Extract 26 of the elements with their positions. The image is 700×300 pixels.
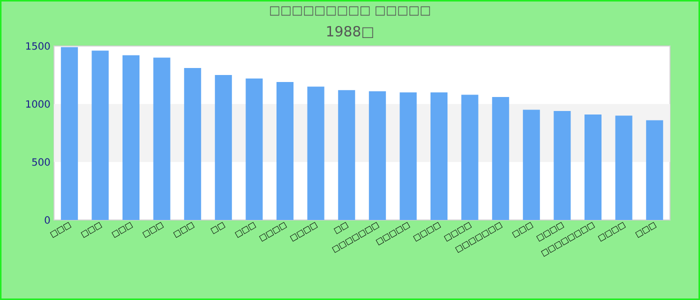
bar (492, 97, 510, 220)
y-tick-label: 1500 (26, 42, 50, 50)
bar (554, 110, 571, 220)
bar (184, 68, 202, 220)
chart-subtitle: 1988□ (327, 26, 374, 38)
bar (214, 75, 232, 220)
chart-title: □□□□□□□□□ □□□□□ (270, 6, 430, 16)
bar (430, 92, 448, 220)
y-tick-label: 0 (44, 216, 50, 224)
bar (646, 120, 664, 220)
bar (276, 82, 294, 220)
bar (522, 110, 540, 220)
bar (153, 58, 170, 220)
bar (246, 78, 263, 220)
y-tick-label: 1000 (26, 100, 50, 108)
bar (307, 86, 324, 220)
bar (92, 50, 109, 220)
bar (400, 92, 417, 220)
bar (60, 47, 78, 220)
bar (368, 91, 386, 220)
bar (584, 114, 602, 220)
bar (461, 94, 478, 220)
bar (615, 116, 632, 220)
y-tick-label: 500 (32, 158, 50, 166)
bar (338, 90, 356, 220)
bar (122, 55, 140, 220)
